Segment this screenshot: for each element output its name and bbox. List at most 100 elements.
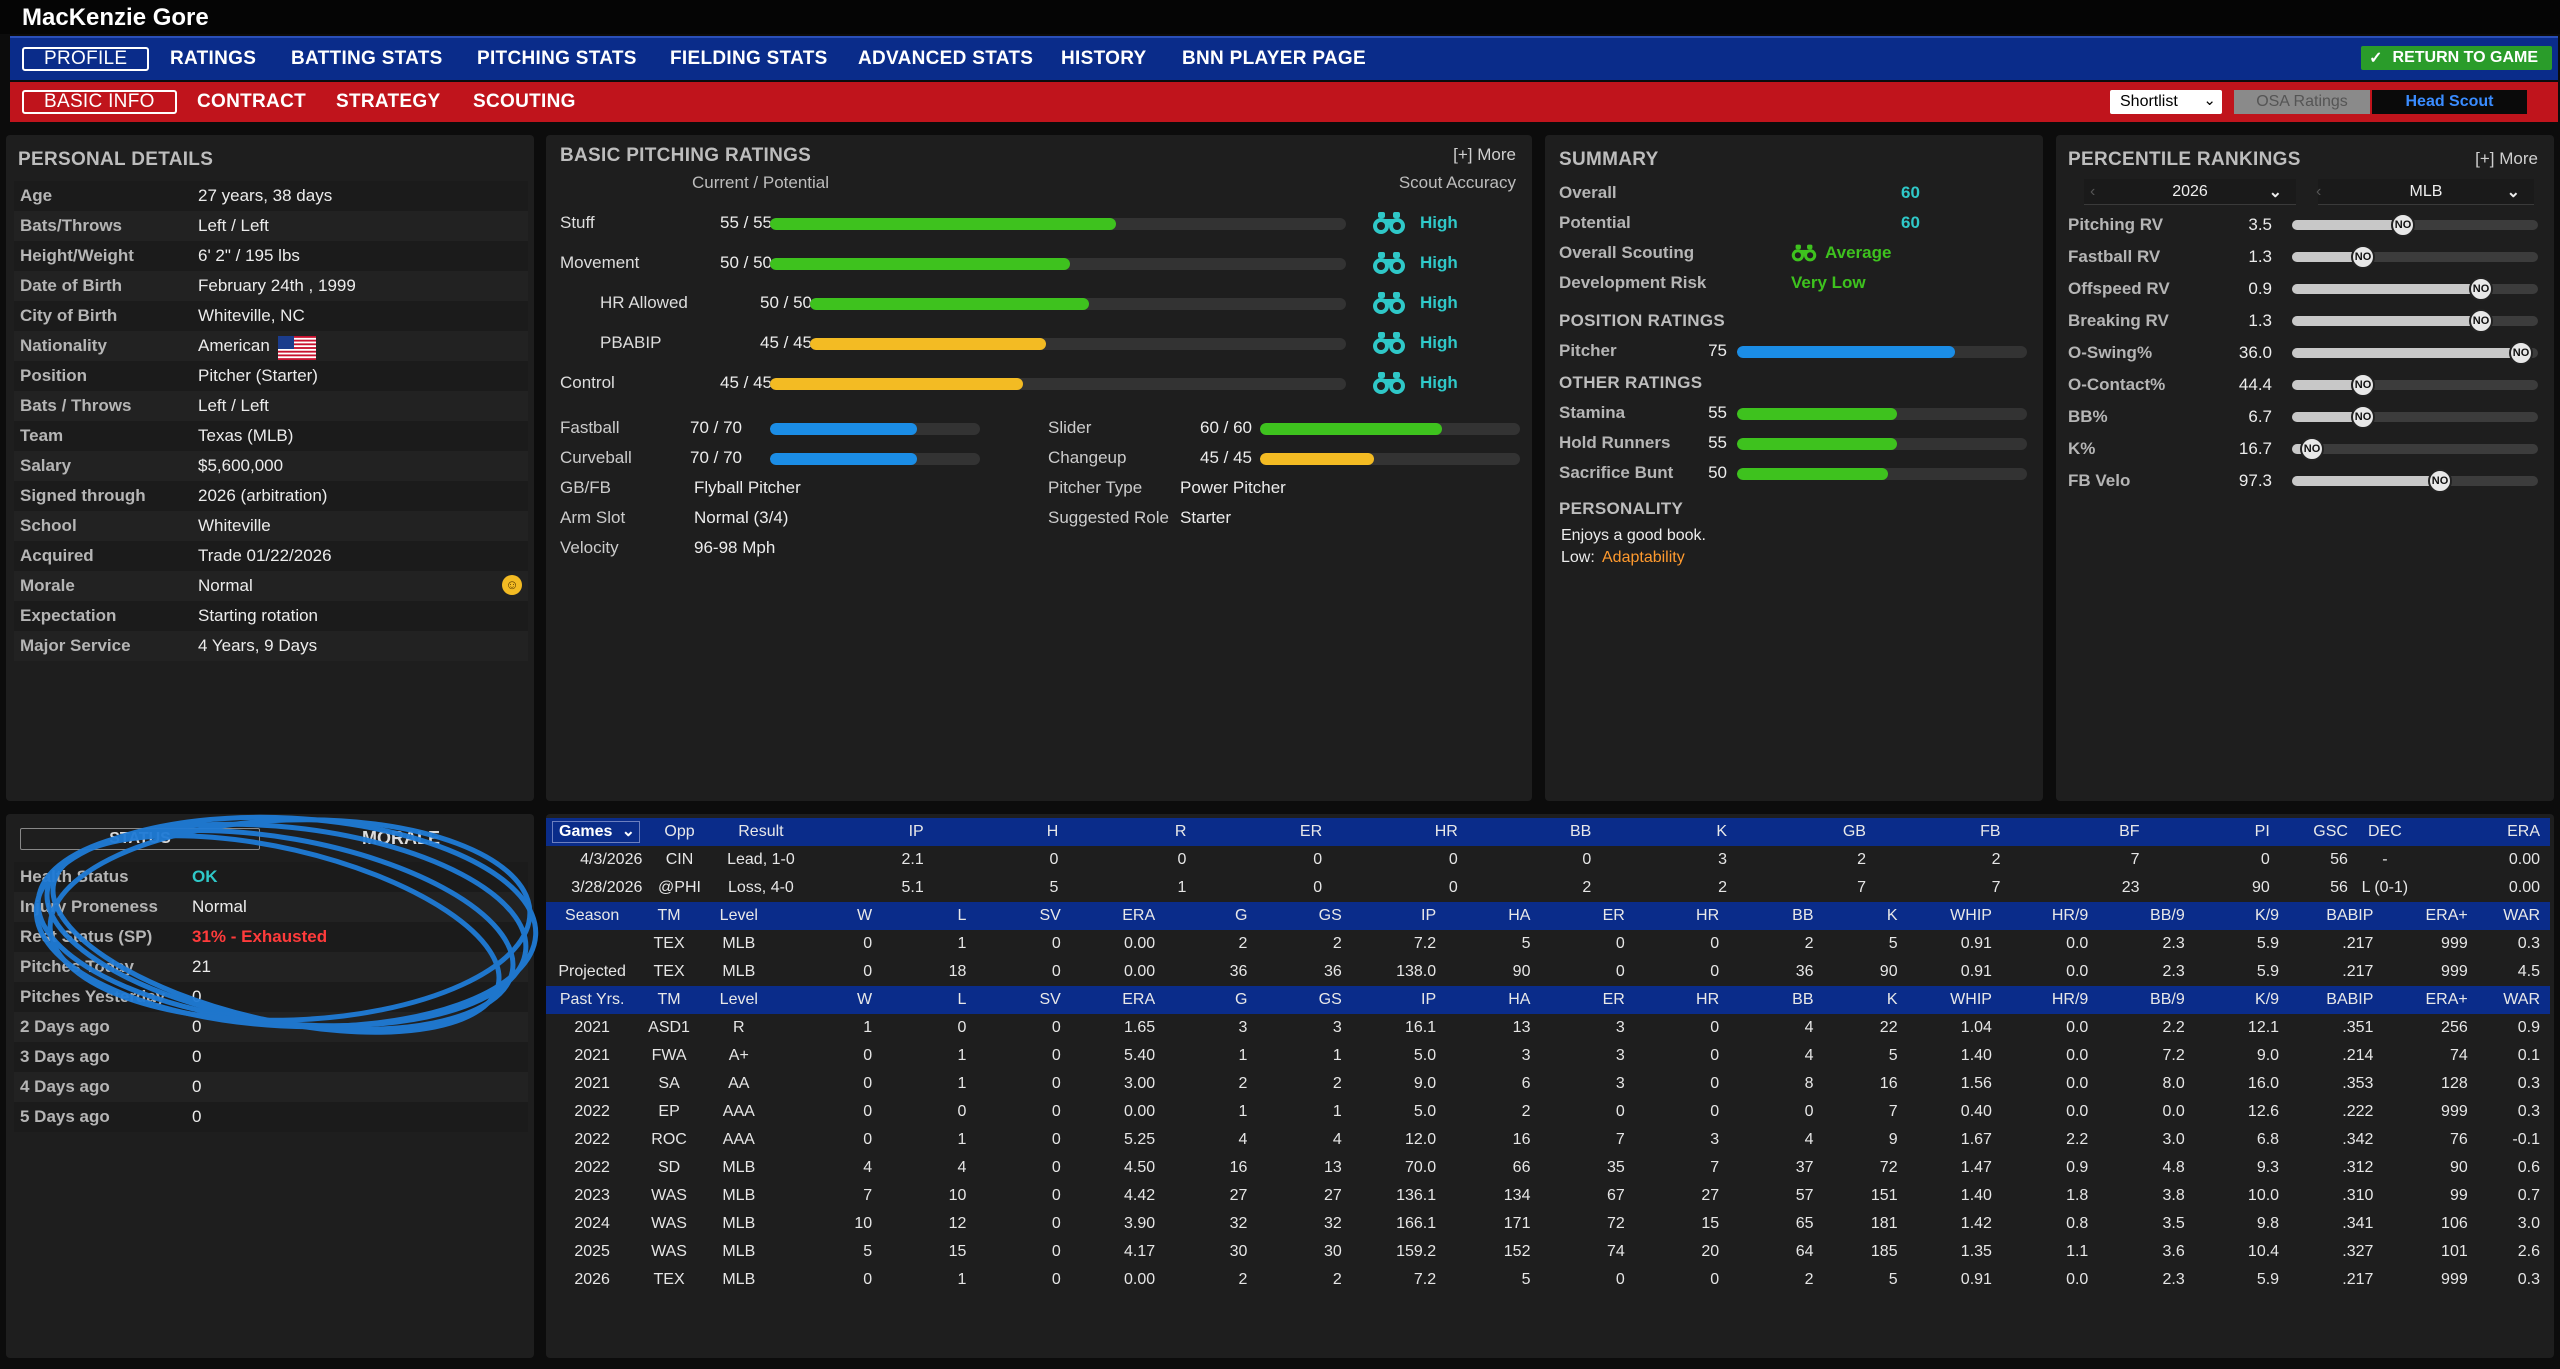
percentile-value: 44.4 [2238,375,2272,394]
percentile-knob[interactable]: NO [2351,373,2375,397]
past-row[interactable]: 2021 FWA A+ 0 1 0 5.40 1 1 5.0 3 3 0 4 5 1.40 0.0 7.2 9.0.… [546,1042,2550,1070]
games-cell: 0 [1313,879,1323,896]
tab-advanced-stats[interactable]: ADVANCED STATS [858,48,1034,69]
pitching-more-link[interactable]: [+] More [1453,145,1516,164]
season-row-cell: 0.00 [1124,935,1156,952]
games-cell: 0.00 [2508,851,2540,868]
osa-ratings-button[interactable]: OSA Ratings [2234,90,2370,114]
past-row[interactable]: 2024 WAS MLB 10 12 0 3.90 32 32 166.1 171 72 15 65 181… [546,1210,2550,1238]
past-row-cell: 2021 [574,1075,610,1092]
past-row-cell: 0 [1710,1019,1720,1036]
past-row-cell: 20 [1701,1243,1720,1260]
tab-morale[interactable]: MORALE [362,828,440,848]
past-row-cell: 57 [1795,1187,1814,1204]
past-row-cell: 0 [957,1019,967,1036]
past-row-cell: 16.0 [2247,1075,2280,1092]
percentile-label: Offspeed RV [2068,279,2170,298]
past-header-row-cell: G [1155,986,1248,1014]
past-row-cell: 2022 [574,1131,610,1148]
season-row[interactable]: TEX MLB 0 1 0 0.00 2 2 7.2 5 0 0 2 5 0.91 0.0 2.3 5.9 .217… [546,930,2550,958]
tab-history[interactable]: HISTORY [1061,48,1147,69]
tab-fielding-stats[interactable]: FIELDING STATS [670,48,828,69]
games-row[interactable]: 4/3/2026 CIN Lead, 1-0 2.1 0 0 0 0 0 3 2 2 7 0 56 - 0.00 [546,846,2550,874]
tab-profile[interactable]: PROFILE [22,47,150,71]
tab-pitching-stats[interactable]: PITCHING STATS [477,48,637,69]
status-row: 2 Days ago 0 [14,1012,528,1042]
past-row-cell: AA [728,1075,750,1092]
past-row[interactable]: 2026 TEX MLB 0 1 0 0.00 2 2 7.2 5 0 0 2 5 0.91 0.0 2.3 5.9… [546,1266,2550,1294]
past-row-cell: ROC [651,1131,687,1148]
percentile-knob[interactable]: NO [2351,405,2375,429]
percentile-bar: NO [2292,245,2538,269]
head-scout-button[interactable]: Head Scout [2372,90,2527,114]
pitching-info-value: Normal (3/4) [694,508,789,527]
tab-basic-info[interactable]: BASIC INFO [22,90,177,114]
past-row-cell: 16 [1512,1131,1531,1148]
past-row-cell: 1.56 [1960,1075,1992,1092]
past-row-cell: 66 [1512,1159,1531,1176]
tab-strategy[interactable]: STRATEGY [336,91,441,112]
personal-details-panel: PERSONAL DETAILS Age 27 years, 38 days Bat… [6,135,534,801]
games-select[interactable]: Games ⌄ [552,821,640,843]
pitch-type-label: Fastball [560,418,620,437]
percentile-knob[interactable]: NO [2428,469,2452,493]
tab-contract[interactable]: CONTRACT [197,91,306,112]
personal-value: Pitcher (Starter) [198,366,318,385]
past-row-cell: 0 [863,1131,873,1148]
tab-ratings[interactable]: RATINGS [170,48,257,69]
percentile-more-link[interactable]: [+] More [2475,149,2538,168]
percentile-bar-fill [2292,316,2481,326]
past-row[interactable]: 2023 WAS MLB 7 10 0 4.42 27 27 136.1 134 67 27 57 151 1… [546,1182,2550,1210]
past-row-cell: 3 [1332,1019,1342,1036]
season-row[interactable]: Projected TEX MLB 0 18 0 0.00 36 36 138.0 90 0 0 36 90… [546,958,2550,986]
pitching-rating-value: 50 / 50 [760,293,812,312]
past-row-cell: 3.6 [2162,1243,2185,1260]
season-header-row-cell: HR [1624,902,1720,930]
pitching-info-label: Arm Slot [560,508,626,527]
percentile-label: O-Contact% [2068,375,2166,394]
games-row[interactable]: 3/28/2026 @PHI Loss, 4-0 5.1 5 1 0 0 2 2 7 7 23 90 56 L… [546,874,2550,902]
past-row[interactable]: 2021 ASD1 R 1 0 0 1.65 3 3 16.1 13 3 0 4 22 1.04 0.0 2.2 1… [546,1014,2550,1042]
season-row-cell: 90 [1879,963,1898,980]
return-to-game-button[interactable]: ✓ RETURN TO GAME [2361,46,2552,70]
percentile-knob[interactable]: NO [2391,213,2415,237]
past-row[interactable]: 2021 SA AA 0 1 0 3.00 2 2 9.0 6 3 0 8 16 1.56 0.0 8.0 16.0… [546,1070,2550,1098]
past-row-cell: .353 [2342,1075,2374,1092]
games-header-cell: BB [1457,818,1592,846]
past-row[interactable]: 2022 ROC AAA 0 1 0 5.25 4 4 12.0 16 7 3 4 9 1.67 2.2 3.0 6… [546,1126,2550,1154]
shortlist-select[interactable]: Shortlist ⌄ [2110,90,2222,114]
past-row-cell: 0 [1051,1187,1061,1204]
binoculars-icon [1373,292,1405,314]
season-header-row-cell: BB/9 [2088,902,2185,930]
season-header-row-cell: BABIP [2279,902,2374,930]
percentile-knob[interactable]: NO [2469,309,2493,333]
past-table: Past Yrs. TM Level W L SV ERA G GS IP HA ER HR BB K WHI… [546,986,2550,1294]
percentile-knob[interactable]: NO [2509,341,2533,365]
percentile-knob[interactable]: NO [2300,437,2324,461]
games-header-cell: ERA [2421,818,2550,846]
year-select[interactable]: ‹ 2026 ⌄ [2084,179,2296,205]
league-select[interactable]: ‹ MLB ⌄ [2316,179,2534,205]
past-row-cell: 76 [2449,1131,2468,1148]
games-select-label: Games [559,823,613,840]
past-row[interactable]: 2025 WAS MLB 5 15 0 4.17 30 30 159.2 152 74 20 64 185 1… [546,1238,2550,1266]
tab-bnn-player-page[interactable]: BNN PLAYER PAGE [1182,48,1366,69]
past-row-cell: 0 [1615,1103,1625,1120]
past-row[interactable]: 2022 SD MLB 4 4 0 4.50 16 13 70.0 66 35 7 37 72 1.47 0.9… [546,1154,2550,1182]
percentile-knob[interactable]: NO [2469,277,2493,301]
past-row[interactable]: 2022 EP AAA 0 0 0 0.00 1 1 5.0 2 0 0 0 7 0.40 0.0 0.0 12.6… [546,1098,2550,1126]
games-cell: 1 [1177,879,1187,896]
tab-batting-stats[interactable]: BATTING STATS [291,48,443,69]
tab-status[interactable]: STATUS [20,828,260,850]
season-header-row-cell: Level [699,902,778,930]
pitching-rating-label: HR Allowed [600,293,688,312]
past-row-cell: 4.50 [1124,1159,1156,1176]
personal-row: Team Texas (MLB) [14,421,528,451]
past-row-cell: 37 [1795,1159,1814,1176]
tab-scouting[interactable]: SCOUTING [473,91,576,112]
percentile-bar-fill [2292,348,2521,358]
past-row-cell: 2021 [574,1019,610,1036]
past-header-row-cell: ERA+ [2373,986,2468,1014]
percentile-knob[interactable]: NO [2351,245,2375,269]
past-row-cell: 3.0 [2162,1131,2185,1148]
